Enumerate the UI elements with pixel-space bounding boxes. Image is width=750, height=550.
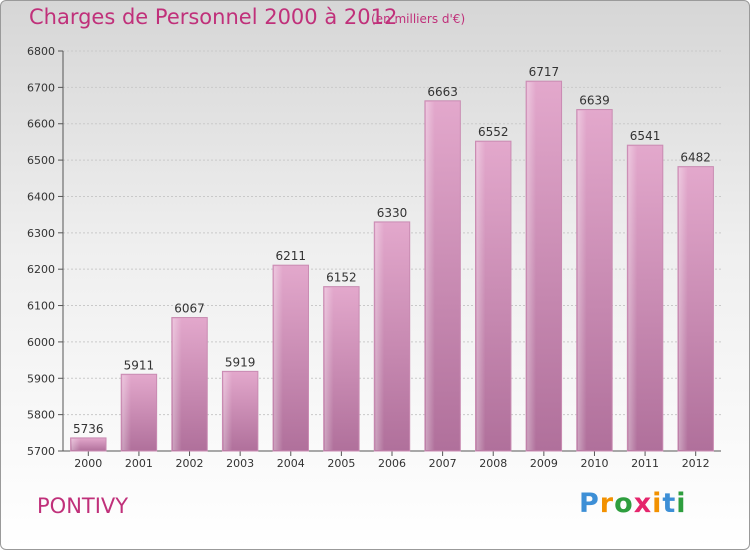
value-label: 5919 — [225, 355, 256, 369]
x-tick-label: 2010 — [580, 457, 608, 470]
x-tick-label: 2007 — [429, 457, 457, 470]
x-tick-label: 2012 — [682, 457, 710, 470]
value-label: 5911 — [124, 358, 155, 372]
x-tick-label: 2011 — [631, 457, 659, 470]
logo-letter: x — [633, 488, 653, 519]
bar-highlight — [678, 167, 688, 451]
logo-letter: P — [579, 488, 600, 519]
y-tick-label: 5700 — [27, 445, 55, 458]
bar-highlight — [71, 438, 81, 450]
bar-highlight — [628, 146, 638, 450]
y-tick-label: 5900 — [27, 372, 55, 385]
x-tick-label: 2005 — [327, 457, 355, 470]
bar-highlight — [172, 318, 182, 450]
value-label: 6211 — [275, 249, 306, 263]
y-tick-label: 6000 — [27, 336, 55, 349]
y-tick-label: 6100 — [27, 300, 55, 313]
value-label: 6552 — [478, 125, 509, 139]
value-label: 6330 — [377, 206, 408, 220]
logo-letter: r — [599, 488, 615, 519]
bar-highlight — [527, 82, 536, 450]
y-tick-label: 6500 — [27, 154, 55, 167]
bar-highlight — [223, 372, 233, 450]
y-tick-label: 6400 — [27, 190, 55, 203]
x-tick-label: 2009 — [530, 457, 558, 470]
x-tick-label: 2004 — [277, 457, 305, 470]
y-tick-label: 6700 — [27, 81, 55, 94]
logo-letter: i — [676, 488, 687, 519]
logo-letter: o — [614, 488, 634, 519]
y-tick-label: 6800 — [27, 45, 55, 58]
value-label: 6541 — [630, 129, 661, 143]
value-label: 6639 — [579, 94, 610, 108]
chart-title: Charges de Personnel 2000 à 2012 — [29, 5, 398, 29]
chart-subtitle: (en milliers d'€) — [371, 12, 466, 26]
x-tick-label: 2001 — [125, 457, 153, 470]
city-name: PONTIVY — [37, 494, 129, 518]
bar-highlight — [122, 375, 132, 450]
y-tick-label: 6300 — [27, 227, 55, 240]
logo-letter: t — [662, 488, 677, 519]
logo-letter: i — [652, 488, 663, 519]
bar-highlight — [324, 287, 334, 450]
bar-highlight — [274, 266, 283, 450]
y-tick-label: 6600 — [27, 118, 55, 131]
bar-highlight — [375, 222, 385, 450]
x-tick-label: 2003 — [226, 457, 254, 470]
bar-highlight — [425, 101, 435, 451]
x-tick-label: 2002 — [176, 457, 204, 470]
proxiti-logo: Proxiti — [579, 488, 687, 519]
value-label: 6067 — [174, 302, 205, 316]
value-label: 6717 — [529, 65, 560, 79]
x-tick-label: 2006 — [378, 457, 406, 470]
value-label: 6663 — [427, 85, 458, 99]
value-label: 6482 — [680, 151, 711, 165]
y-tick-label: 5800 — [27, 409, 55, 422]
bars — [70, 80, 714, 452]
y-tick-label: 6200 — [27, 263, 55, 276]
bar-highlight — [476, 142, 486, 450]
x-tick-label: 2000 — [74, 457, 102, 470]
value-label: 5736 — [73, 422, 104, 436]
labels: 5700 5800 5900 6000 6100 6200 6300 6400 6500 6600… — [27, 45, 711, 470]
value-label: 6152 — [326, 271, 357, 285]
bar-highlight — [577, 110, 587, 450]
x-tick-label: 2008 — [479, 457, 507, 470]
